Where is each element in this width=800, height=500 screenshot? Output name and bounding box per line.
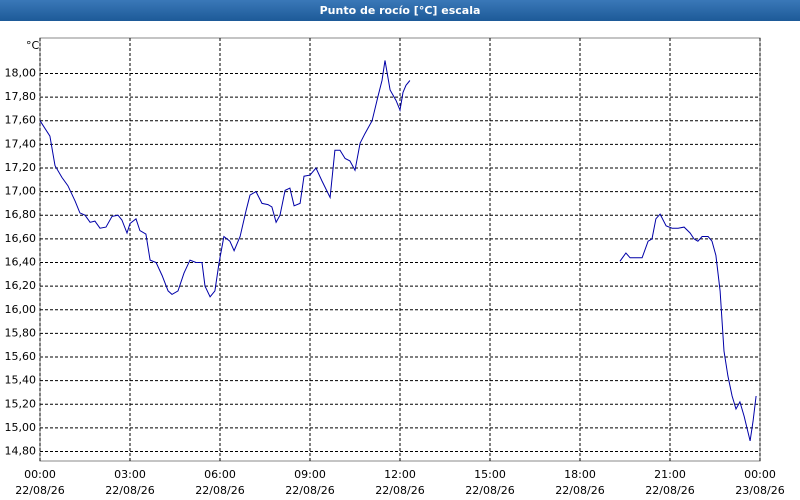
- data-line: [39, 60, 757, 442]
- x-tick-date: 22/08/26: [285, 484, 334, 497]
- y-tick-label: 17,40: [5, 137, 37, 150]
- y-tick-label: 18,00: [5, 66, 37, 79]
- x-tick-date: 23/08/26: [735, 484, 784, 497]
- x-tick-label: 09:00: [294, 468, 326, 481]
- x-tick-label: 12:00: [384, 468, 416, 481]
- x-tick-date: 22/08/26: [645, 484, 694, 497]
- y-tick-label: 15,80: [5, 326, 37, 339]
- x-tick-label: 00:00: [744, 468, 776, 481]
- y-tick-label: 17,00: [5, 185, 37, 198]
- y-tick-label: 16,60: [5, 232, 37, 245]
- x-tick-label: 15:00: [474, 468, 506, 481]
- x-tick-date: 22/08/26: [105, 484, 154, 497]
- x-tick-date: 22/08/26: [555, 484, 604, 497]
- x-tick-label: 00:00: [24, 468, 56, 481]
- x-tick-date: 22/08/26: [465, 484, 514, 497]
- y-tick-label: 17,80: [5, 90, 37, 103]
- y-tick-label: 14,80: [5, 445, 37, 458]
- x-tick-date: 22/08/26: [15, 484, 64, 497]
- x-tick-label: 06:00: [204, 468, 236, 481]
- y-tick-label: 16,40: [5, 255, 37, 268]
- x-tick-date: 22/08/26: [375, 484, 424, 497]
- y-tick-label: 17,60: [5, 114, 37, 127]
- y-tick-label: 15,40: [5, 374, 37, 387]
- title-bar: Punto de rocío [°C] escala: [0, 0, 800, 21]
- y-tick-label: 17,20: [5, 161, 37, 174]
- y-tick-label: 15,60: [5, 350, 37, 363]
- y-tick-label: 16,00: [5, 303, 37, 316]
- y-tick-label: 15,00: [5, 421, 37, 434]
- y-tick-label: 16,20: [5, 279, 37, 292]
- x-tick-label: 18:00: [564, 468, 596, 481]
- x-tick-label: 03:00: [114, 468, 146, 481]
- x-tick-label: 21:00: [654, 468, 686, 481]
- y-tick-label: 15,20: [5, 397, 37, 410]
- x-tick-date: 22/08/26: [195, 484, 244, 497]
- y-unit: °C: [26, 39, 40, 52]
- y-tick-label: 16,80: [5, 208, 37, 221]
